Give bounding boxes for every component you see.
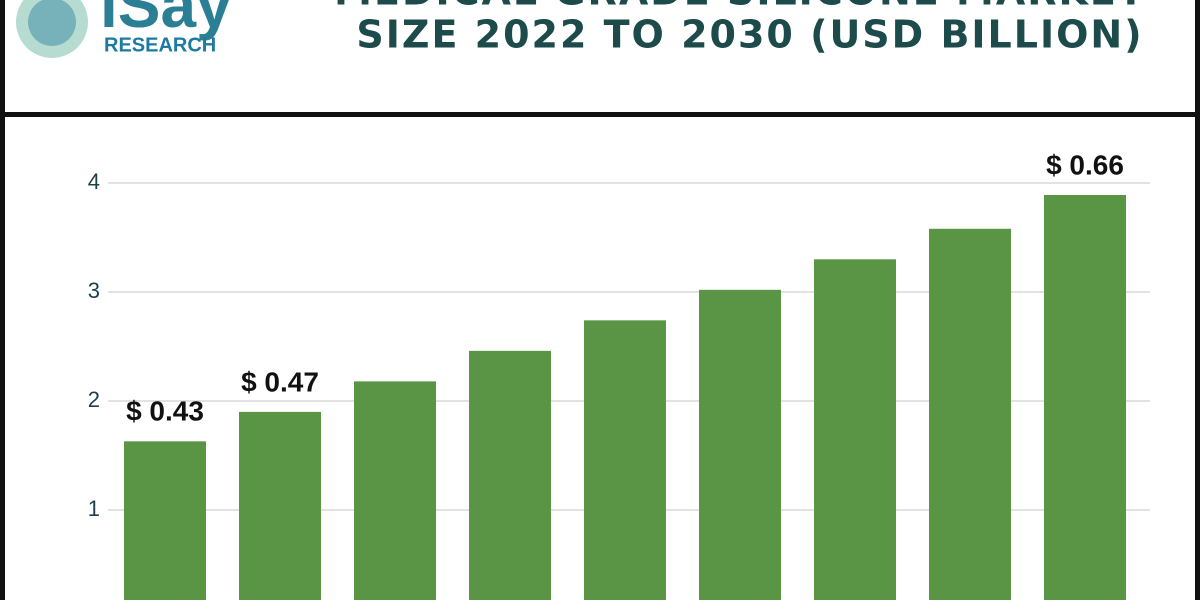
bar <box>469 350 551 600</box>
logo-globe <box>16 0 88 58</box>
bar <box>814 259 896 600</box>
frame-right <box>1195 0 1200 600</box>
logo-globe-inner <box>28 0 76 46</box>
bar <box>354 381 436 600</box>
y-tick-label: 4 <box>88 169 100 194</box>
y-tick-label: 1 <box>88 496 100 521</box>
logo: iSay RESEARCH <box>16 0 232 58</box>
chart-title-line: MEDICAL GRADE SILICONE MARKET <box>334 0 1146 14</box>
header-divider <box>0 112 1200 117</box>
y-tick-label: 3 <box>88 278 100 303</box>
data-annotation: $ 0.43 <box>126 396 204 427</box>
bar <box>699 289 781 600</box>
logo-subtitle: RESEARCH <box>104 34 216 56</box>
frame-left <box>0 0 5 600</box>
bar <box>929 228 1011 600</box>
chart-title-line: SIZE 2022 TO 2030 (USD BILLION) <box>356 13 1143 57</box>
bar <box>1044 194 1126 600</box>
logo-name: iSay <box>100 0 232 41</box>
data-annotation: $ 0.66 <box>1046 149 1124 180</box>
data-annotation: $ 0.47 <box>241 366 319 397</box>
y-tick-label: 2 <box>88 387 100 412</box>
bar <box>239 411 321 600</box>
bar <box>584 320 666 600</box>
bar <box>124 441 206 600</box>
